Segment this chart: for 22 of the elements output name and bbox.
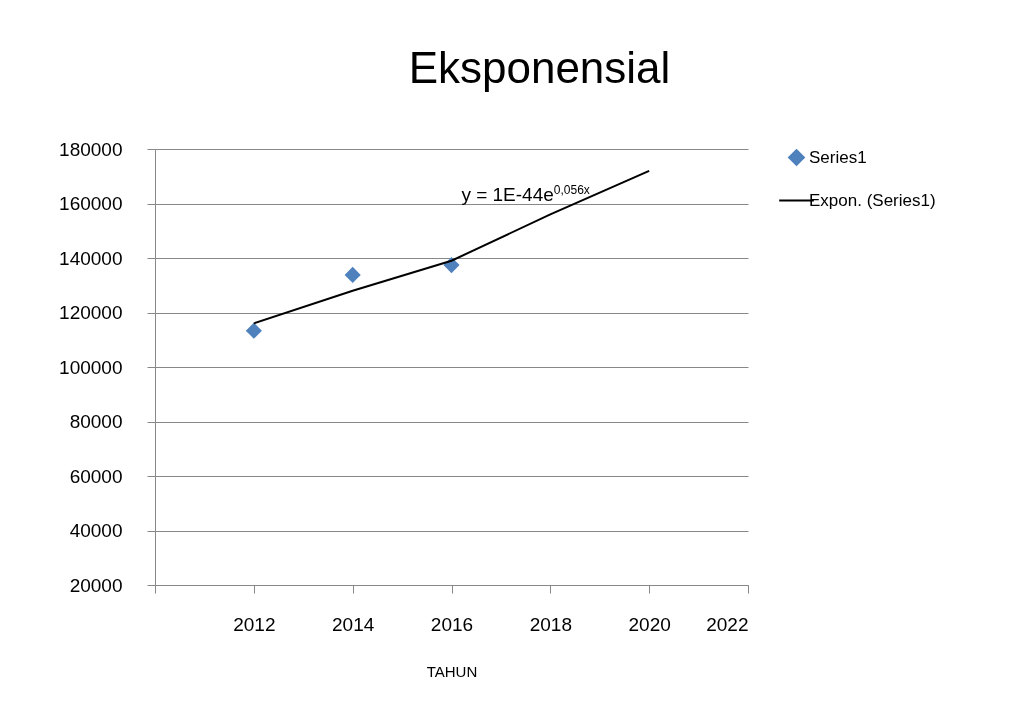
x-tick-label: 2018 xyxy=(529,613,572,635)
y-tick-label: 20000 xyxy=(69,574,123,596)
x-tick-label: 2016 xyxy=(430,613,474,635)
annotation: y = 1E-44e$^{0,056x}$ xyxy=(461,182,590,206)
chart-title: Eksponensial xyxy=(408,43,671,92)
x-tick-label: 2022 xyxy=(706,613,749,635)
legend-label: Expon. (Series1) xyxy=(809,190,936,210)
point xyxy=(344,266,361,283)
x-tick-label: 2012 xyxy=(233,613,276,635)
y-tick-label: 180000 xyxy=(59,138,123,160)
x-tick-label: 2014 xyxy=(332,613,375,635)
x-tick-label: 2020 xyxy=(628,613,671,635)
point xyxy=(245,322,262,339)
x-axis-title: TAHUN xyxy=(426,662,478,680)
y-tick-label: 160000 xyxy=(59,193,123,214)
y-tick-label: 60000 xyxy=(69,465,123,487)
y-tick-label: 40000 xyxy=(69,520,123,541)
y-tick-label: 80000 xyxy=(69,411,123,432)
y-tick-label: 100000 xyxy=(59,356,123,378)
y-tick-label: 120000 xyxy=(59,302,123,323)
y-tick-label: 140000 xyxy=(59,247,123,269)
legend-label: Series1 xyxy=(809,147,867,167)
